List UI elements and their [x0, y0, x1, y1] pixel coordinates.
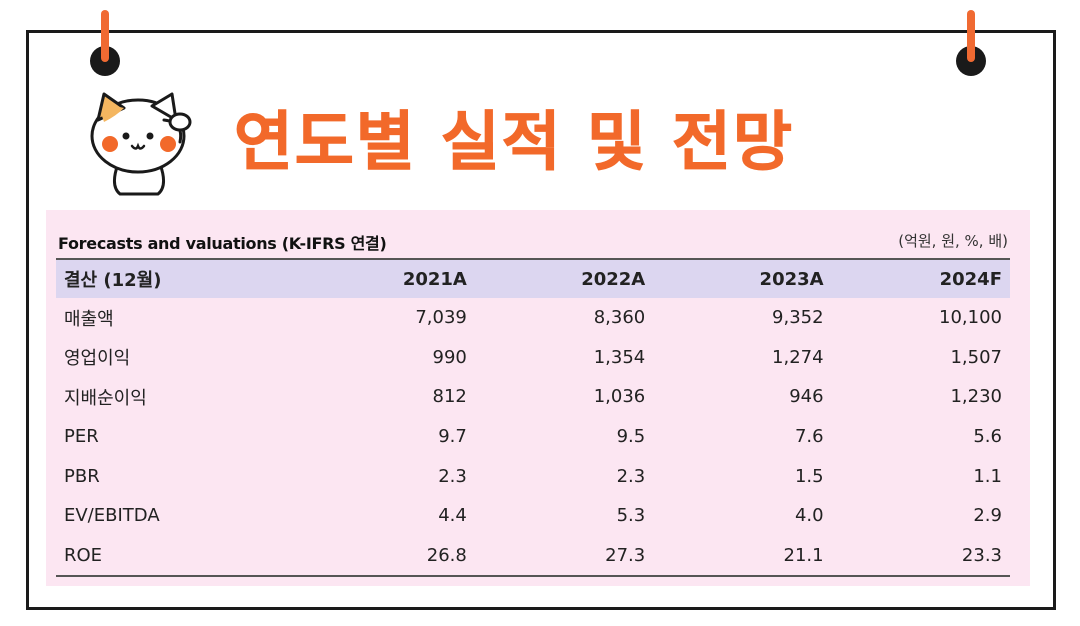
page-title: 연도별 실적 및 전망 — [234, 106, 794, 181]
cat-mascot-icon — [90, 92, 192, 196]
table-cell: 5.6 — [973, 426, 1002, 448]
table-cell: 1,230 — [950, 386, 1002, 408]
column-header: 2021A — [296, 258, 475, 298]
table-row: 지배순이익 812 1,036 946 1,230 — [56, 377, 1010, 417]
table-cell: 5.3 — [616, 505, 646, 527]
table-cell: 2.3 — [616, 465, 646, 487]
table-cell: 4.4 — [438, 505, 467, 527]
row-label: PBR — [64, 465, 100, 487]
table-cell: 8,360 — [593, 307, 646, 329]
forecast-table: 결산 (12월) 2021A 2022A 2023A 2024F 매출액 7,0… — [56, 258, 1010, 578]
row-label: EV/EBITDA — [64, 505, 160, 527]
table-cell: 812 — [432, 386, 467, 408]
table-cell: 946 — [789, 386, 824, 408]
row-label: ROE — [56, 535, 297, 578]
caption-title: Forecasts and valuations (K-IFRS 연결) — [58, 234, 387, 253]
table-caption: Forecasts and valuations (K-IFRS 연결) (억원… — [58, 230, 1008, 254]
table-cell: 1.5 — [794, 465, 824, 487]
table-cell: 7,039 — [415, 307, 467, 329]
table-cell: 7.6 — [794, 426, 824, 448]
column-header: 2024F — [831, 258, 1010, 298]
table-cell: 9.7 — [438, 426, 467, 448]
column-header: 2022A — [474, 258, 654, 298]
table-row: ROE 26.8 27.3 21.1 23.3 — [56, 535, 1010, 578]
binder-ring-icon — [101, 10, 109, 62]
table-cell: 9,352 — [772, 307, 824, 329]
table-cell: 21.1 — [653, 535, 832, 578]
table-cell: 10,100 — [939, 307, 1002, 329]
table-cell: 23.3 — [831, 535, 1010, 578]
table-cell: 1,354 — [593, 346, 646, 368]
column-header: 결산 (12월) — [56, 258, 297, 298]
table-cell: 27.3 — [474, 535, 654, 578]
row-label: 매출액 — [64, 308, 114, 330]
table-row: 매출액 7,039 8,360 9,352 10,100 — [56, 298, 1010, 338]
table-cell: 1,507 — [950, 346, 1002, 368]
table-cell: 4.0 — [794, 505, 824, 527]
row-label: 지배순이익 — [64, 387, 147, 409]
table-row: PER 9.7 9.5 7.6 5.6 — [56, 417, 1010, 457]
table-row: EV/EBITDA 4.4 5.3 4.0 2.9 — [56, 496, 1010, 536]
row-label: PER — [64, 426, 99, 448]
table-cell: 990 — [432, 346, 467, 368]
table-cell: 1,036 — [593, 386, 646, 408]
table-cell: 2.9 — [973, 505, 1002, 527]
table-cell: 9.5 — [616, 426, 646, 448]
table-cell: 2.3 — [438, 465, 467, 487]
binder-ring-icon — [967, 10, 975, 62]
row-label: 영업이익 — [64, 348, 131, 370]
column-header: 2023A — [653, 258, 832, 298]
table-row: PBR 2.3 2.3 1.5 1.1 — [56, 456, 1010, 496]
caption-units: (억원, 원, %, 배) — [898, 232, 1008, 250]
table-row: 영업이익 990 1,354 1,274 1,507 — [56, 338, 1010, 378]
table-header-row: 결산 (12월) 2021A 2022A 2023A 2024F — [56, 258, 1010, 298]
table-cell: 1,274 — [772, 346, 824, 368]
table-cell: 26.8 — [296, 535, 475, 578]
table-cell: 1.1 — [973, 465, 1002, 487]
